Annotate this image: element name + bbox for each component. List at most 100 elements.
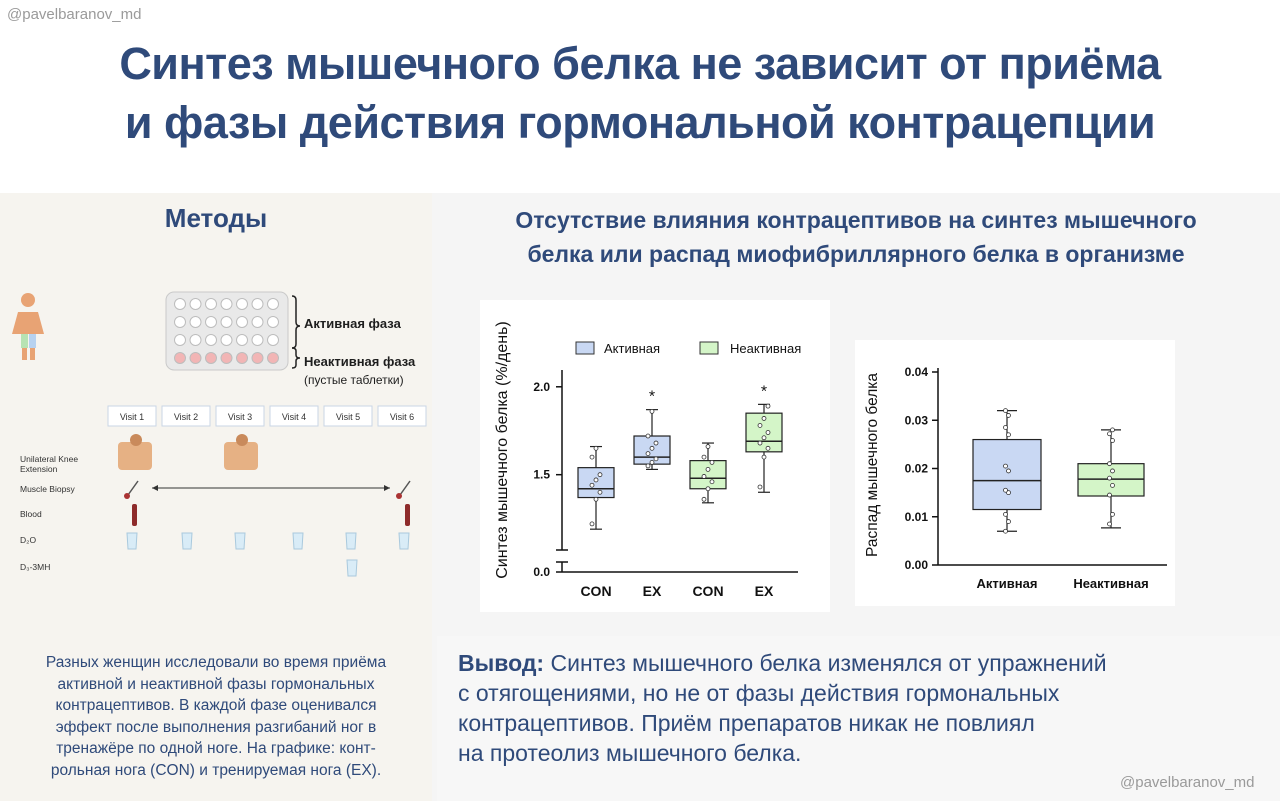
breakdown-point bbox=[1107, 492, 1112, 498]
visit-box bbox=[215, 405, 265, 427]
d3-cup-icon bbox=[346, 559, 358, 577]
woman-icon bbox=[12, 293, 44, 360]
conclusion-line: контрацептивов. Приём препаратов никак н… bbox=[458, 710, 1035, 736]
breakdown-point bbox=[1003, 511, 1008, 517]
breakdown-point bbox=[1006, 519, 1011, 524]
synthesis-point bbox=[705, 444, 711, 449]
synthesis-tick-label: 2.0 bbox=[533, 380, 550, 394]
synthesis-point bbox=[765, 403, 771, 409]
bottom-handle: @pavelbaranov_md bbox=[1120, 774, 1255, 791]
synthesis-point bbox=[645, 433, 651, 439]
blister-pack-icon bbox=[165, 291, 301, 371]
synthesis-point bbox=[653, 456, 659, 462]
legend-label-active: Активная bbox=[604, 341, 660, 356]
title-line-2: и фазы действия гормональной контрацепци… bbox=[124, 97, 1156, 148]
pill-icon bbox=[220, 334, 233, 346]
synthesis-point bbox=[645, 463, 651, 469]
pill-icon bbox=[220, 352, 233, 364]
synthesis-category-label: EX bbox=[643, 583, 662, 599]
conclusion-line: с отягощениями, но не от фазы действия г… bbox=[458, 680, 1060, 706]
synthesis-point bbox=[589, 521, 595, 527]
title-line-1: Синтез мышечного белка не зависит от при… bbox=[119, 38, 1161, 89]
pill-icon bbox=[174, 352, 186, 364]
pill-icon bbox=[174, 298, 186, 310]
row-label-blood: Blood bbox=[20, 509, 42, 519]
visit-box bbox=[323, 405, 373, 427]
pill-icon bbox=[189, 316, 202, 328]
synthesis-point bbox=[593, 445, 599, 451]
d2o-cup-icon bbox=[126, 532, 138, 550]
breakdown-point bbox=[1006, 490, 1011, 496]
biopsy-needle-icon bbox=[124, 480, 139, 499]
breakdown-box-chart: Распад мышечного белка 0.00 0.01 0.02 0.03 0… bbox=[855, 340, 1175, 606]
synthesis-point bbox=[761, 454, 767, 460]
visit-box bbox=[107, 405, 157, 427]
synthesis-point bbox=[649, 459, 655, 465]
blister-active-label: Активная фаза bbox=[304, 316, 402, 331]
row-label-biopsy: Muscle Biopsy bbox=[20, 484, 76, 494]
breakdown-category-label: Неактивная bbox=[1073, 576, 1148, 591]
breakdown-point bbox=[1110, 468, 1115, 474]
pill-icon bbox=[189, 298, 202, 310]
description-line: рольная нога (CON) и тренируемая нога (E… bbox=[50, 761, 382, 779]
page-title: Синтез мышечного белка не зависит от при… bbox=[0, 34, 1280, 152]
pill-icon bbox=[174, 334, 186, 346]
chart-heading-line-1: Отсутствие влияния контрацептивов на син… bbox=[515, 207, 1197, 233]
description-line: Разных женщин исследовали во время приём… bbox=[45, 654, 387, 671]
breakdown-y-label: Распад мышечного белка bbox=[864, 373, 881, 557]
breakdown-point bbox=[1003, 463, 1008, 469]
row-label-d2o: D₂O bbox=[20, 535, 36, 545]
pill-icon bbox=[174, 316, 186, 328]
significance-asterisk: * bbox=[649, 389, 655, 406]
pill-icon bbox=[251, 298, 264, 310]
breakdown-point bbox=[1110, 482, 1115, 488]
pill-icon bbox=[205, 334, 217, 346]
pill-icon bbox=[205, 316, 217, 328]
synthesis-box bbox=[689, 460, 727, 490]
d2o-cup-icon bbox=[345, 532, 357, 550]
synthesis-point bbox=[593, 477, 599, 483]
breakdown-point bbox=[1003, 528, 1008, 534]
synthesis-point bbox=[701, 474, 707, 479]
synthesis-point bbox=[709, 459, 715, 465]
pill-icon bbox=[236, 352, 248, 364]
pill-icon bbox=[220, 316, 233, 328]
pill-icon bbox=[251, 334, 264, 346]
description-line: тренажёре по одной ноге. На графике: кон… bbox=[56, 740, 376, 757]
synthesis-point bbox=[597, 472, 603, 478]
breakdown-tick-label: 0.03 bbox=[905, 413, 929, 427]
description-line: контрацептивов. В каждой фазе оценивался bbox=[55, 697, 377, 714]
d2o-cup-icon bbox=[398, 532, 410, 550]
biopsy-needle-icon bbox=[396, 480, 411, 499]
synthesis-category-label: EX bbox=[755, 583, 774, 599]
synthesis-point bbox=[709, 479, 715, 485]
conclusion: Вывод: Синтез мышечного белка изменялся … bbox=[458, 648, 1273, 768]
conclusion-line: Синтез мышечного белка изменялся от упра… bbox=[544, 650, 1107, 676]
pill-icon bbox=[236, 334, 248, 346]
synthesis-point bbox=[757, 423, 763, 428]
conclusion-lead: Вывод: bbox=[458, 650, 545, 676]
legend-swatch-inactive bbox=[699, 341, 719, 355]
breakdown-tick-label: 0.01 bbox=[905, 510, 929, 524]
description-line: эффект после выполнения разгибаний ног в bbox=[55, 718, 377, 736]
description-line: активной и неактивной фазы гормональных bbox=[57, 675, 375, 693]
pill-icon bbox=[236, 316, 248, 328]
breakdown-point bbox=[1110, 438, 1115, 443]
synthesis-box bbox=[577, 467, 615, 499]
breakdown-point bbox=[1006, 413, 1011, 418]
row-label-knee: Unilateral Knee bbox=[20, 454, 78, 464]
breakdown-point bbox=[1006, 432, 1011, 438]
pill-icon bbox=[205, 352, 217, 364]
synthesis-point bbox=[765, 430, 771, 435]
visit-box bbox=[161, 405, 211, 427]
pill-icon bbox=[189, 334, 202, 346]
methods-heading: Методы bbox=[164, 203, 268, 233]
breakdown-point bbox=[1107, 461, 1112, 467]
visit-label: Visit 2 bbox=[174, 412, 198, 422]
visit-label: Visit 1 bbox=[120, 412, 144, 422]
pill-icon bbox=[267, 298, 279, 310]
breakdown-point bbox=[1110, 511, 1115, 517]
visit-label: Visit 4 bbox=[282, 412, 306, 422]
knee-extension-icon bbox=[224, 434, 258, 470]
synthesis-point bbox=[645, 451, 651, 456]
